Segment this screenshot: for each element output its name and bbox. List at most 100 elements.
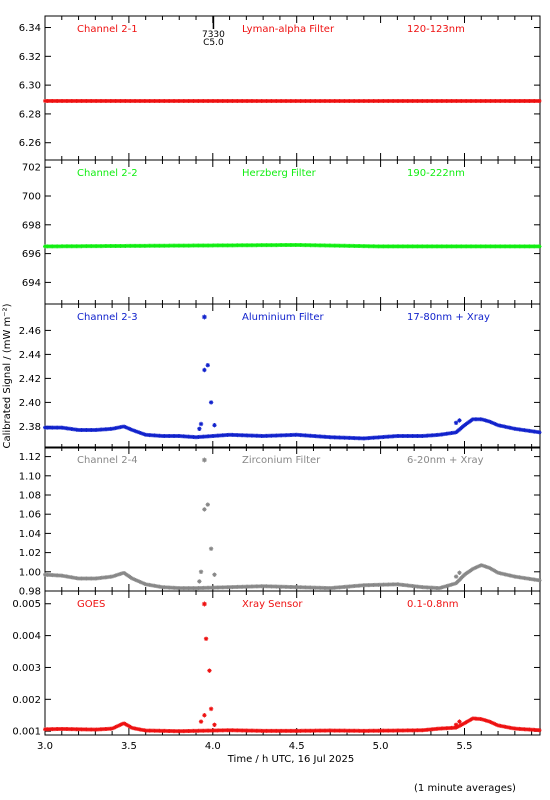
data-point: [212, 722, 217, 728]
y-tick-label: 6.32: [19, 52, 41, 63]
filter-label: Xray Sensor: [242, 599, 303, 610]
panel-frame: [44, 446, 541, 592]
data-point: [457, 719, 462, 724]
y-tick-label: 0.001: [12, 727, 41, 738]
data-point: [198, 719, 204, 724]
channel-label: GOES: [77, 599, 105, 610]
data-point: [205, 502, 210, 507]
data-point: [203, 636, 209, 641]
y-tick-label: 0.004: [12, 631, 41, 642]
panel-frame: [44, 303, 541, 449]
panel-frame: [44, 15, 541, 161]
data-point: [453, 722, 459, 728]
data-point: [208, 400, 214, 405]
filter-label: Zirconium Filter: [242, 455, 321, 466]
x-tick-label: 3.0: [37, 741, 53, 752]
data-point: [453, 574, 459, 579]
data-point: [457, 418, 462, 423]
y-tick-label: 700: [22, 192, 41, 203]
data-point: [202, 507, 207, 512]
data-series: [43, 98, 542, 103]
flare-event-id: 7330: [202, 30, 225, 40]
data-point: [212, 423, 217, 428]
range-label: 17-80nm + Xray: [407, 312, 490, 323]
y-tick-label: 2.42: [19, 374, 41, 385]
channel-label: Channel 2-1: [77, 24, 138, 35]
y-tick-label: 0.98: [19, 587, 41, 598]
data-point: [205, 363, 210, 368]
y-tick-label: 698: [22, 220, 41, 231]
y-tick-label: 6.30: [19, 81, 41, 92]
flare-marker: [201, 457, 207, 463]
xlabel: Time / h UTC, 16 Jul 2025: [227, 754, 355, 765]
data-point: [197, 426, 202, 431]
y-tick-label: 0.005: [12, 599, 41, 610]
y-tick-label: 1.00: [19, 567, 41, 578]
data-point: [208, 546, 214, 551]
data-series: [43, 716, 542, 734]
channel-label: Channel 2-2: [77, 168, 138, 179]
panel-5: 0.001 0.002 0.003 0.004 0.005 GOES Xray Sensor…: [12, 590, 542, 738]
data-series: [43, 242, 542, 249]
flare-points: [197, 502, 462, 584]
y-tick-label: 6.34: [19, 23, 41, 34]
data-points: [43, 242, 542, 249]
x-tick-label: 4.0: [205, 741, 221, 752]
x-tick-label: 5.5: [457, 741, 473, 752]
y-tick-label: 6.28: [19, 109, 41, 120]
y-tick-label: 702: [22, 163, 41, 174]
data-series: [43, 563, 542, 591]
range-label: 120-123nm: [407, 24, 465, 35]
filter-label: Lyman-alpha Filter: [242, 24, 335, 35]
data-point: [197, 579, 202, 584]
panel-3: 2.38 2.40 2.42 2.44 2.46 Channel 2-3 Aluminium…: [19, 303, 542, 449]
data-points: [43, 563, 542, 591]
y-tick-label: 696: [22, 249, 41, 260]
data-points: [43, 716, 542, 734]
y-tick-label: 1.04: [19, 529, 41, 540]
data-point: [212, 572, 217, 577]
data-point: [202, 367, 207, 373]
y-tick-label: 1.10: [19, 471, 41, 482]
panel-frame: [44, 590, 541, 736]
panel-2: 694 696 698 700 702 Channel 2-2 Herzberg Filte…: [22, 159, 542, 305]
y-tick-label: 2.44: [19, 350, 41, 361]
panel-frame: [44, 159, 541, 305]
y-tick-label: 0.002: [12, 695, 41, 706]
range-label: 190-222nm: [407, 168, 465, 179]
footnote: (1 minute averages): [414, 783, 516, 794]
y-tick-label: 6.26: [19, 138, 41, 149]
x-tick-label: 4.5: [289, 741, 305, 752]
data-point: [198, 569, 204, 574]
y-tick-label: 1.06: [19, 510, 41, 521]
y-tick-label: 1.12: [19, 452, 41, 463]
range-label: 6-20nm + Xray: [407, 455, 484, 466]
y-tick-label: 2.38: [19, 422, 41, 433]
channel-label: Channel 2-3: [77, 312, 138, 323]
data-point: [207, 668, 212, 673]
flare-marker: [201, 314, 207, 320]
data-point: [208, 706, 214, 712]
data-point: [198, 421, 204, 427]
filter-label: Aluminium Filter: [242, 312, 325, 323]
y-tick-label: 1.02: [19, 548, 41, 559]
y-tick-label: 694: [22, 278, 41, 289]
data-points: [43, 417, 542, 441]
y-tick-label: 0.003: [12, 663, 41, 674]
y-tick-label: 2.40: [19, 398, 41, 409]
flare-event-class: C5.0: [203, 38, 224, 48]
data-point: [453, 420, 459, 425]
x-tick-label: 5.0: [373, 741, 389, 752]
channel-label: Channel 2-4: [77, 455, 138, 466]
data-point: [457, 570, 462, 575]
y-tick-label: 1.08: [19, 491, 41, 502]
y-tick-label: 2.46: [19, 326, 41, 337]
data-point: [202, 713, 207, 718]
data-points: [43, 98, 542, 103]
panel-4: 0.98 1.00 1.02 1.04 1.06 1.08 1.10 1.12 Channel …: [19, 446, 542, 598]
flare-points: [197, 363, 462, 431]
range-label: 0.1-0.8nm: [407, 599, 459, 610]
ylabel: Calibrated Signal / (mW m⁻²): [2, 303, 13, 448]
data-series: [43, 417, 542, 441]
